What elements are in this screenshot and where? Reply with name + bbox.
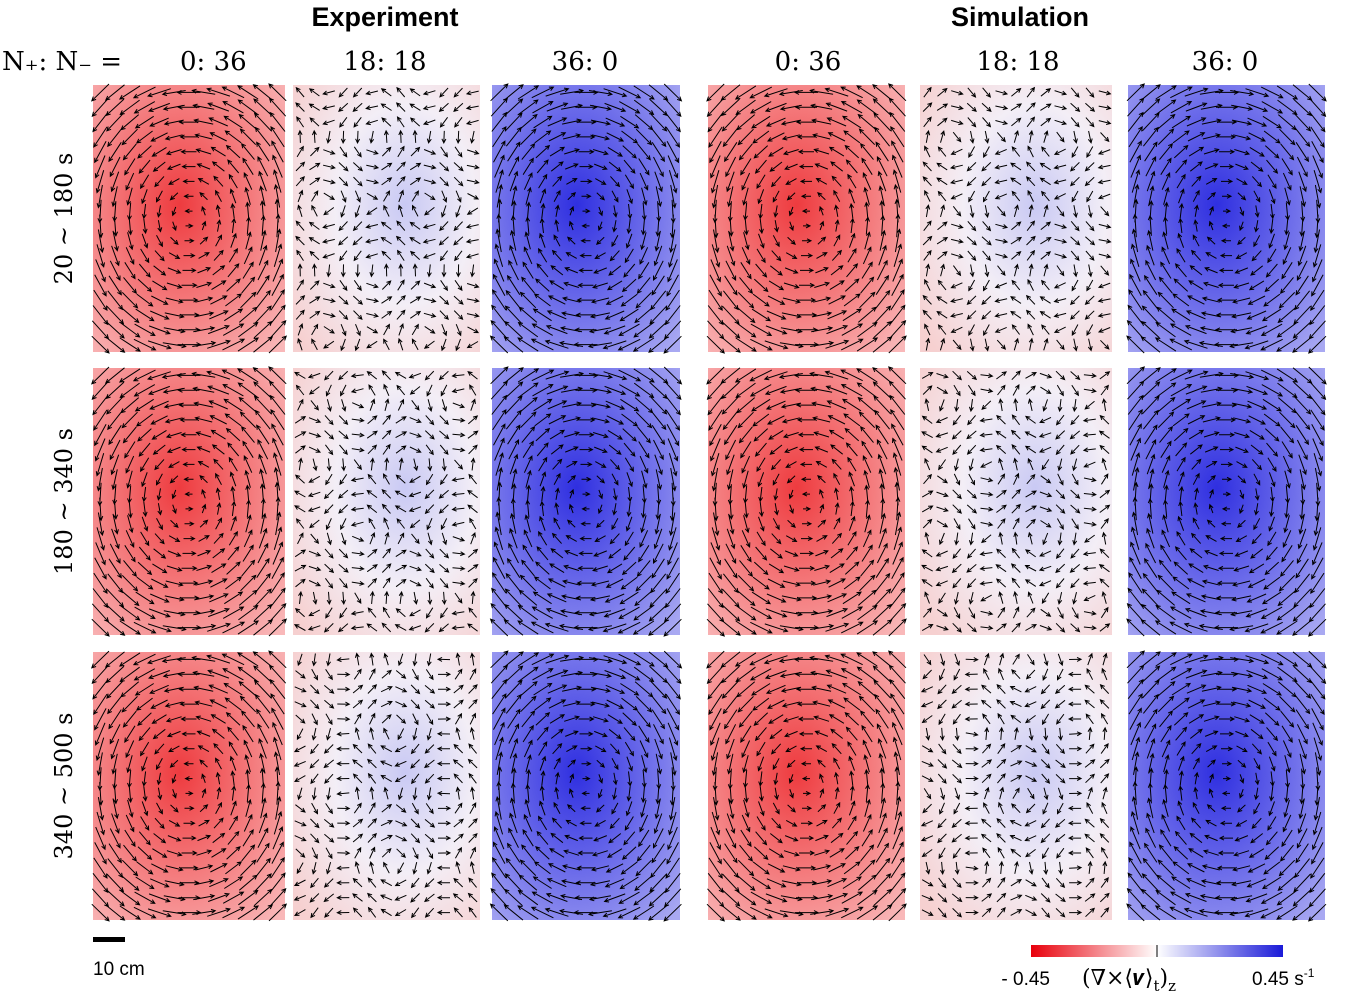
vorticity-panel — [920, 652, 1112, 920]
colorbar-quantity: (∇×⟨𝒗⟩t)z — [1082, 966, 1176, 995]
vorticity-panel — [920, 85, 1112, 352]
colorbar-max: 0.45 s-1 — [1252, 966, 1315, 990]
velocity-arrows — [920, 652, 1110, 919]
vorticity-panel — [1128, 85, 1325, 352]
row-label: 20 ~ 180 s — [50, 153, 78, 285]
vorticity-panel — [1128, 652, 1325, 920]
velocity-arrows — [293, 652, 478, 919]
vorticity-panel — [708, 652, 905, 920]
vorticity-panel — [293, 652, 480, 920]
row-label: 180 ~ 340 s — [50, 428, 78, 575]
group-title: Simulation — [951, 2, 1089, 32]
column-label: 0: 36 — [775, 47, 842, 77]
velocity-arrows — [922, 86, 1112, 352]
velocity-arrows — [295, 86, 480, 352]
velocity-arrows — [706, 650, 907, 922]
vorticity-panel — [708, 368, 905, 635]
vorticity-panel — [93, 368, 285, 635]
vorticity-panel — [93, 85, 285, 352]
vorticity-panel — [293, 368, 480, 635]
colorbar-min: - 0.45 — [1001, 969, 1050, 990]
scale-bar — [93, 937, 125, 942]
vorticity-panel — [492, 368, 680, 635]
row-label: 340 ~ 500 s — [50, 713, 78, 860]
vorticity-panel — [492, 85, 680, 352]
velocity-arrows — [489, 366, 683, 637]
vorticity-panel — [1128, 368, 1325, 635]
velocity-arrows — [921, 370, 1111, 633]
ratio-prefix: N₊: N₋ = — [2, 47, 122, 77]
column-label: 18: 18 — [343, 47, 426, 77]
velocity-arrows — [1126, 83, 1327, 354]
vorticity-panel — [293, 85, 480, 352]
vorticity-panel — [708, 85, 905, 352]
scale-label: 10 cm — [93, 959, 145, 980]
velocity-arrows — [1126, 366, 1327, 637]
vorticity-panel — [93, 652, 285, 920]
group-title: Experiment — [311, 2, 458, 32]
vorticity-panel — [920, 368, 1112, 635]
velocity-arrows — [90, 83, 288, 354]
vorticity-panel — [492, 652, 680, 920]
column-label: 36: 0 — [552, 47, 619, 77]
velocity-arrows — [706, 83, 907, 354]
column-label: 36: 0 — [1192, 47, 1259, 77]
column-label: 18: 18 — [976, 47, 1059, 77]
column-label: 0: 36 — [180, 47, 247, 77]
velocity-arrows — [489, 83, 683, 354]
velocity-arrows — [293, 370, 479, 633]
velocity-arrows — [90, 366, 288, 637]
velocity-arrows — [489, 650, 683, 922]
velocity-arrows — [706, 366, 907, 637]
velocity-arrows — [90, 650, 288, 922]
velocity-arrows — [1126, 650, 1327, 922]
